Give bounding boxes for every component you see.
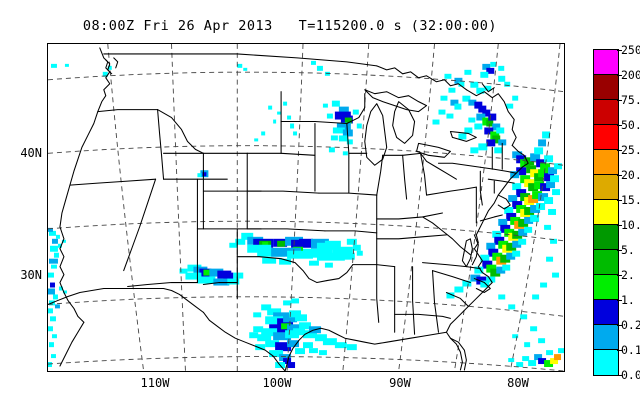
precip-pacific-northwest xyxy=(50,63,112,77)
precip-south-texas xyxy=(249,298,357,369)
colorbar-tick-label-13: 0.01 xyxy=(621,368,640,382)
colorbar-tick-mark-13 xyxy=(617,375,622,376)
colorbar-tick-mark-3 xyxy=(617,125,622,126)
colorbar-tick-label-10: 1. xyxy=(621,293,635,307)
colorbar-tick-label-0: 250. xyxy=(621,43,640,57)
colorbar-tick-mark-10 xyxy=(617,300,622,301)
colorbar-band-11 xyxy=(594,325,618,350)
colorbar-tick-mark-1 xyxy=(617,75,622,76)
colorbar xyxy=(593,49,619,376)
colorbar-band-0 xyxy=(594,50,618,75)
colorbar-tick-mark-5 xyxy=(617,175,622,176)
precip-northeast xyxy=(432,61,519,154)
precip-northern-plains xyxy=(237,63,298,142)
colorbar-tick-label-9: 2. xyxy=(621,268,635,282)
colorbar-tick-mark-0 xyxy=(617,50,622,51)
colorbar-tick-mark-8 xyxy=(617,250,622,251)
colorbar-tick-label-7: 10. xyxy=(621,218,640,232)
precip-central-plains xyxy=(179,232,363,286)
colorbar-band-9 xyxy=(594,275,618,300)
colorbar-tick-mark-9 xyxy=(617,275,622,276)
colorbar-tick-label-1: 200. xyxy=(621,68,640,82)
precip-atlantic-coast-band xyxy=(446,131,563,300)
figure-title: 08:00Z Fri 26 Apr 2013 T=115200.0 s (32:… xyxy=(82,18,498,34)
colorbar-tick-mark-7 xyxy=(617,225,622,226)
colorbar-tick-label-6: 15. xyxy=(621,193,640,207)
precip-wyoming xyxy=(197,170,209,178)
colorbar-tick-label-3: 50. xyxy=(621,118,640,132)
map-outline-layer xyxy=(48,47,529,371)
x-tick-80w: 80W xyxy=(507,376,529,390)
colorbar-band-1 xyxy=(594,75,618,100)
colorbar-tick-mark-6 xyxy=(617,200,622,201)
colorbar-band-7 xyxy=(594,225,618,250)
colorbar-tick-mark-11 xyxy=(617,325,622,326)
colorbar-tick-label-12: 0.10 xyxy=(621,343,640,357)
colorbar-band-3 xyxy=(594,125,618,150)
precip-southeast-scattered xyxy=(498,294,564,368)
colorbar-band-4 xyxy=(594,150,618,175)
colorbar-tick-label-8: 5. xyxy=(621,243,635,257)
colorbar-band-12 xyxy=(594,350,618,375)
x-tick-110w: 110W xyxy=(140,376,170,390)
colorbar-tick-label-2: 75. xyxy=(621,93,640,107)
colorbar-tick-label-5: 20. xyxy=(621,168,640,182)
colorbar-band-2 xyxy=(594,100,618,125)
colorbar-band-10 xyxy=(594,300,618,325)
colorbar-band-5 xyxy=(594,175,618,200)
colorbar-band-6 xyxy=(594,200,618,225)
graticule-layer xyxy=(48,44,564,371)
y-tick-40n: 40N xyxy=(20,146,42,160)
map-panel xyxy=(47,43,565,372)
colorbar-tick-mark-12 xyxy=(617,350,622,351)
colorbar-tick-mark-4 xyxy=(617,150,622,151)
x-tick-90w: 90W xyxy=(389,376,411,390)
precip-upper-midwest xyxy=(310,60,362,156)
map-canvas xyxy=(48,44,564,371)
x-tick-100w: 100W xyxy=(262,376,292,390)
y-tick-30n: 30N xyxy=(20,268,42,282)
colorbar-tick-label-11: 0.25 xyxy=(621,318,640,332)
colorbar-tick-mark-2 xyxy=(617,100,622,101)
colorbar-tick-label-4: 25. xyxy=(621,143,640,157)
colorbar-band-8 xyxy=(594,250,618,275)
